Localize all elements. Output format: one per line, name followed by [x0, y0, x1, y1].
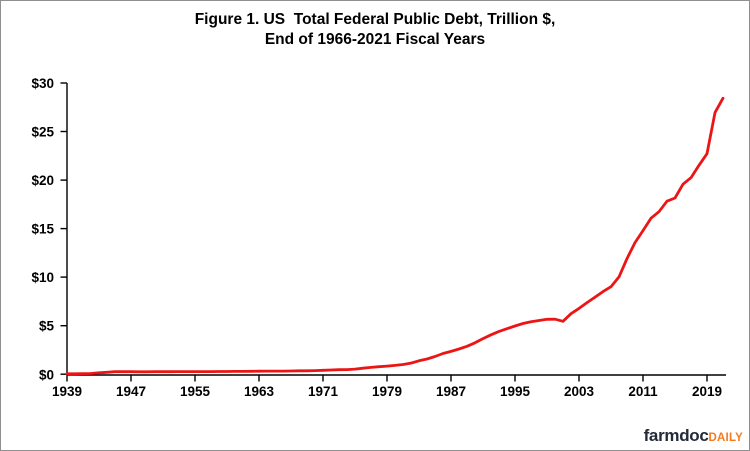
- x-tick-label-2011: 2011: [628, 384, 658, 399]
- y-tick-label-5: $5: [39, 319, 55, 334]
- x-axis-ticks: [66, 375, 708, 382]
- chart-title-line-1: Figure 1. US Total Federal Public Debt, …: [194, 11, 556, 28]
- y-axis-labels: $30 $25 $20 $15 $10 $5 $0: [31, 76, 54, 383]
- daily-logo-text: DAILY: [708, 432, 743, 444]
- x-axis-labels: 1939 1947 1955 1963 1971 1979 1987 1995 …: [52, 384, 722, 399]
- x-tick-label-1995: 1995: [500, 384, 531, 399]
- y-tick-label-15: $15: [31, 221, 54, 236]
- chart-title: Figure 1. US Total Federal Public Debt, …: [1, 10, 749, 50]
- y-axis-ticks: [60, 82, 67, 375]
- y-tick-label-30: $30: [31, 76, 54, 91]
- y-tick-label-25: $25: [31, 124, 54, 139]
- x-tick-label-1947: 1947: [116, 384, 146, 399]
- y-tick-label-10: $10: [31, 270, 54, 285]
- x-tick-label-2003: 2003: [564, 384, 595, 399]
- y-tick-label-0: $0: [39, 368, 54, 383]
- x-tick-label-2019: 2019: [692, 384, 722, 399]
- x-tick-label-1939: 1939: [52, 384, 82, 399]
- x-tick-label-1971: 1971: [308, 384, 339, 399]
- debt-series-line: [65, 96, 725, 376]
- farmdoc-daily-logo: farmdoc DAILY: [644, 426, 743, 446]
- y-tick-label-20: $20: [31, 173, 54, 188]
- farmdoc-logo-text: farmdoc: [643, 426, 709, 445]
- chart-title-line-2: End of 1966-2021 Fiscal Years: [264, 31, 486, 48]
- x-tick-label-1963: 1963: [244, 384, 275, 399]
- x-tick-label-1979: 1979: [372, 384, 402, 399]
- x-tick-label-1987: 1987: [436, 384, 466, 399]
- x-tick-label-1955: 1955: [180, 384, 211, 399]
